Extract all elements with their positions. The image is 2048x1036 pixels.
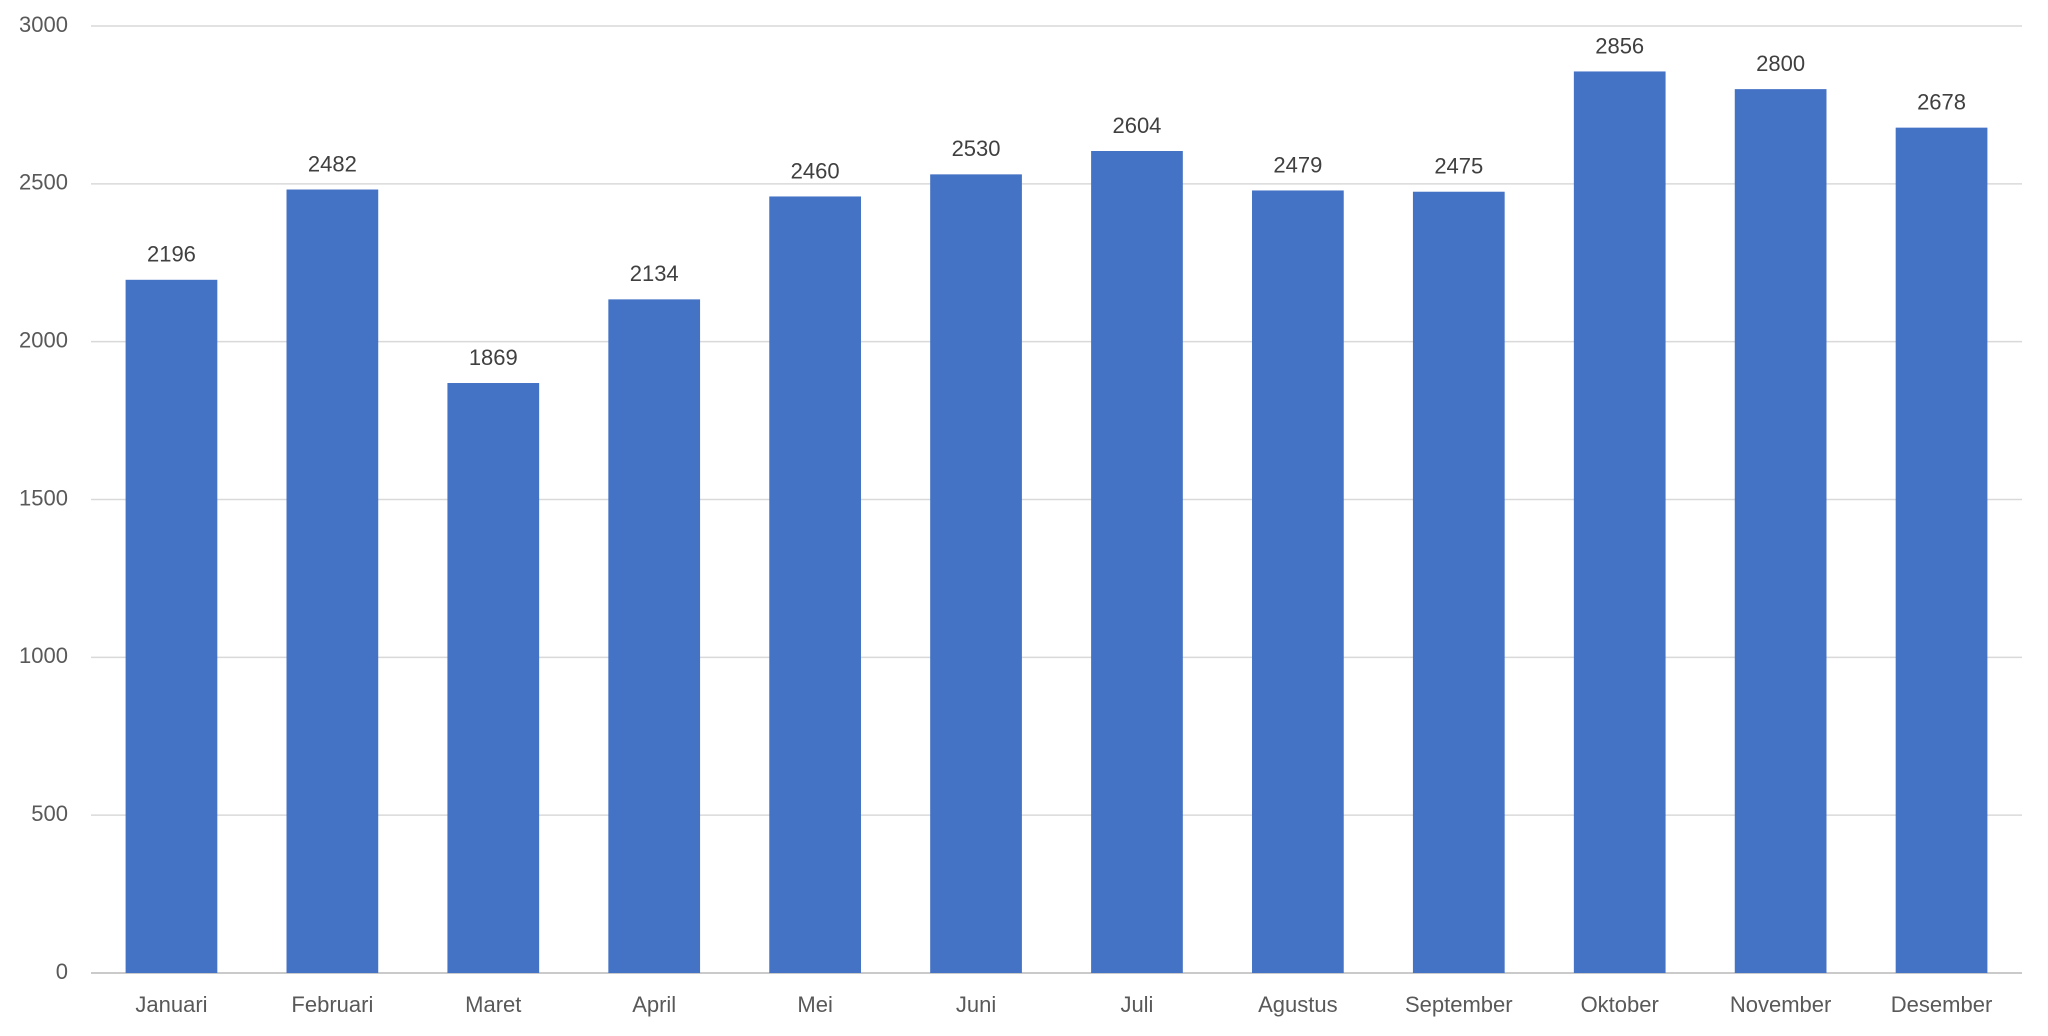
x-tick-label: Desember [1891, 992, 1992, 1017]
value-label: 2196 [147, 242, 196, 267]
bar [608, 299, 701, 974]
y-tick-label: 3000 [19, 12, 68, 37]
bar [1252, 190, 1344, 973]
bar [286, 189, 379, 974]
y-tick-label: 1500 [19, 485, 68, 510]
x-tick-label: November [1730, 992, 1831, 1017]
bar [1573, 71, 1666, 974]
x-tick-label: Juni [956, 992, 996, 1017]
bar [125, 279, 218, 973]
x-tick-label: Juli [1120, 992, 1153, 1017]
x-tick-label: Oktober [1581, 992, 1659, 1017]
x-tick-label: Agustus [1258, 992, 1338, 1017]
bar [930, 174, 1022, 973]
x-tick-label: April [632, 992, 676, 1017]
x-tick-label: Mei [797, 992, 832, 1017]
bar [1734, 89, 1827, 974]
value-label: 1869 [469, 345, 518, 370]
bar [769, 196, 861, 973]
value-label: 2530 [952, 136, 1001, 161]
value-label: 2856 [1595, 33, 1644, 58]
bar [1895, 127, 1988, 974]
bar [1412, 191, 1505, 974]
x-tick-label: Maret [465, 992, 521, 1017]
value-label: 2678 [1917, 89, 1966, 114]
value-label: 2134 [630, 261, 679, 286]
bar [1091, 151, 1183, 973]
y-tick-label: 500 [31, 801, 68, 826]
value-label: 2604 [1112, 113, 1161, 138]
y-tick-label: 2500 [19, 170, 68, 195]
value-label: 2479 [1273, 152, 1322, 177]
value-label: 2800 [1756, 51, 1805, 76]
y-tick-label: 1000 [19, 643, 68, 668]
bar [447, 383, 540, 973]
y-tick-label: 0 [56, 959, 68, 984]
x-tick-label: September [1405, 992, 1513, 1017]
value-label: 2482 [308, 151, 357, 176]
x-tick-label: Januari [135, 992, 207, 1017]
x-tick-label: Februari [291, 992, 373, 1017]
y-tick-label: 2000 [19, 327, 68, 352]
value-label: 2460 [791, 158, 840, 183]
value-label: 2475 [1434, 154, 1483, 179]
